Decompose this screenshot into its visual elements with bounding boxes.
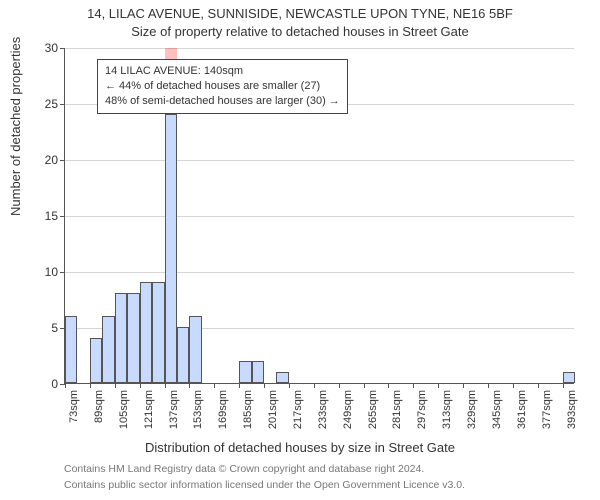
histogram-bar: [563, 372, 575, 383]
x-tick-label: 89sqm: [93, 390, 105, 434]
x-tick-mark: [65, 383, 66, 388]
x-tick-mark: [339, 383, 340, 388]
y-tick-mark: [60, 272, 65, 273]
annotation-box: 14 LILAC AVENUE: 140sqm ← 44% of detache…: [97, 59, 348, 114]
x-tick-mark: [413, 383, 414, 388]
x-tick-mark: [90, 383, 91, 388]
histogram-bar: [140, 282, 152, 383]
footer-copyright-1: Contains HM Land Registry data © Crown c…: [64, 463, 424, 475]
x-tick-mark: [488, 383, 489, 388]
histogram-bar: [177, 327, 189, 383]
x-tick-label: 201sqm: [267, 390, 279, 434]
x-tick-mark: [115, 383, 116, 388]
y-tick-label: 5: [51, 321, 58, 335]
x-tick-mark: [239, 383, 240, 388]
histogram-bar: [239, 361, 251, 383]
histogram-bar: [152, 282, 164, 383]
chart-title-sub: Size of property relative to detached ho…: [0, 24, 600, 39]
x-axis-label: Distribution of detached houses by size …: [0, 440, 600, 455]
x-tick-mark: [140, 383, 141, 388]
x-tick-mark: [364, 383, 365, 388]
x-tick-mark: [438, 383, 439, 388]
plot-area: 14 LILAC AVENUE: 140sqm ← 44% of detache…: [64, 48, 574, 384]
footer-copyright-2: Contains public sector information licen…: [64, 479, 465, 491]
x-tick-mark: [513, 383, 514, 388]
histogram-bar: [115, 293, 127, 383]
x-tick-label: 297sqm: [416, 390, 428, 434]
y-tick-label: 20: [45, 153, 58, 167]
y-tick-label: 25: [45, 97, 58, 111]
histogram-bar: [90, 338, 102, 383]
y-tick-mark: [60, 216, 65, 217]
annotation-line-1: 14 LILAC AVENUE: 140sqm: [105, 64, 340, 79]
x-tick-label: 105sqm: [118, 390, 130, 434]
y-tick-label: 0: [51, 377, 58, 391]
x-tick-label: 393sqm: [566, 390, 578, 434]
histogram-bar: [165, 114, 177, 383]
y-axis-label: Number of detached properties: [8, 37, 23, 216]
x-tick-label: 137sqm: [168, 390, 180, 434]
x-tick-mark: [165, 383, 166, 388]
x-tick-mark: [214, 383, 215, 388]
y-tick-mark: [60, 104, 65, 105]
x-tick-label: 217sqm: [292, 390, 304, 434]
annotation-line-2: ← 44% of detached houses are smaller (27…: [105, 79, 340, 94]
x-tick-label: 345sqm: [491, 390, 503, 434]
x-tick-mark: [314, 383, 315, 388]
chart-title-main: 14, LILAC AVENUE, SUNNISIDE, NEWCASTLE U…: [0, 6, 600, 21]
x-tick-label: 153sqm: [192, 390, 204, 434]
y-tick-label: 15: [45, 209, 58, 223]
y-tick-mark: [60, 48, 65, 49]
x-tick-mark: [563, 383, 564, 388]
x-tick-label: 281sqm: [391, 390, 403, 434]
gridline: [65, 48, 574, 49]
x-tick-label: 313sqm: [441, 390, 453, 434]
y-tick-mark: [60, 160, 65, 161]
gridline: [65, 272, 574, 273]
y-tick-label: 10: [45, 265, 58, 279]
x-tick-mark: [388, 383, 389, 388]
x-tick-label: 329sqm: [466, 390, 478, 434]
x-tick-label: 185sqm: [242, 390, 254, 434]
x-tick-mark: [264, 383, 265, 388]
x-tick-label: 169sqm: [217, 390, 229, 434]
histogram-bar: [189, 316, 201, 383]
x-tick-label: 377sqm: [541, 390, 553, 434]
histogram-bar: [102, 316, 114, 383]
y-tick-label: 30: [45, 41, 58, 55]
histogram-bar: [65, 316, 77, 383]
x-tick-mark: [538, 383, 539, 388]
histogram-bar: [127, 293, 139, 383]
x-tick-mark: [289, 383, 290, 388]
gridline: [65, 216, 574, 217]
x-tick-label: 121sqm: [143, 390, 155, 434]
x-tick-label: 361sqm: [516, 390, 528, 434]
x-tick-label: 265sqm: [367, 390, 379, 434]
gridline: [65, 160, 574, 161]
x-tick-label: 73sqm: [68, 390, 80, 434]
x-tick-mark: [463, 383, 464, 388]
x-tick-mark: [189, 383, 190, 388]
histogram-bar: [276, 372, 288, 383]
histogram-bar: [252, 361, 264, 383]
x-tick-label: 249sqm: [342, 390, 354, 434]
annotation-line-3: 48% of semi-detached houses are larger (…: [105, 94, 340, 109]
x-tick-label: 233sqm: [317, 390, 329, 434]
